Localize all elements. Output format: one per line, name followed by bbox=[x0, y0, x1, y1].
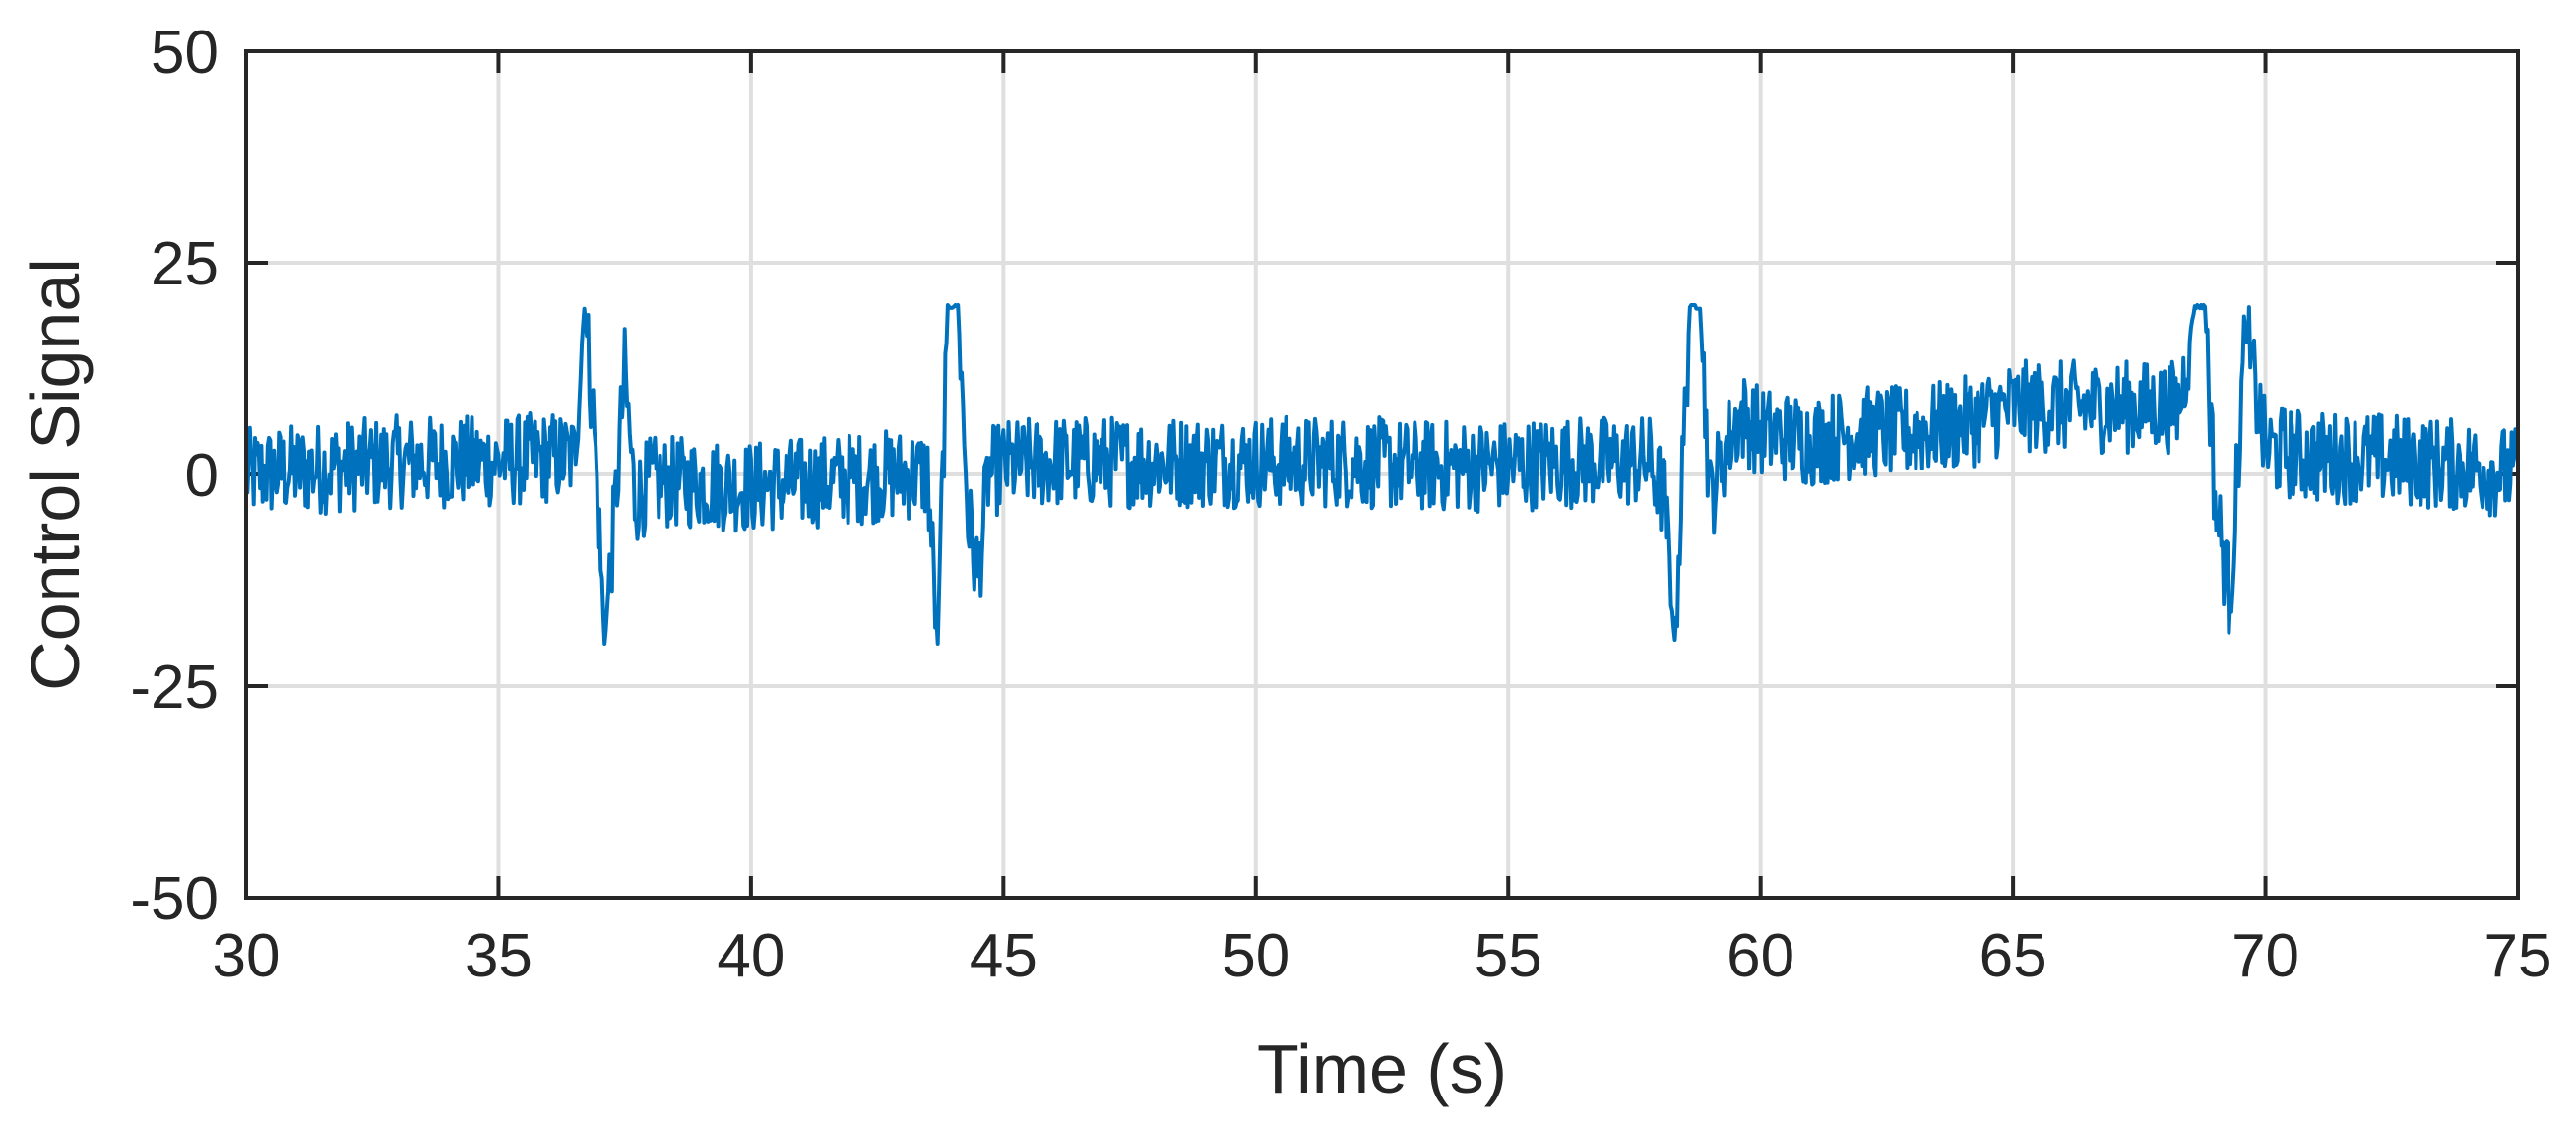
y-tick-label: -25 bbox=[130, 654, 219, 721]
x-axis-label: Time (s) bbox=[1257, 1031, 1507, 1107]
x-tick-label: 30 bbox=[213, 922, 281, 990]
y-axis-label: Control Signal bbox=[17, 258, 94, 691]
series-group bbox=[246, 303, 2518, 646]
grid bbox=[246, 51, 2518, 898]
x-tick-label: 70 bbox=[2231, 922, 2299, 990]
y-tick-label: 25 bbox=[151, 230, 219, 298]
y-tick-label: -50 bbox=[130, 865, 219, 933]
x-tick-label: 55 bbox=[1475, 922, 1542, 990]
y-tick-label: 50 bbox=[151, 19, 219, 87]
series-line-0 bbox=[246, 303, 2518, 646]
x-tick-label: 75 bbox=[2484, 922, 2552, 990]
y-tick-label: 0 bbox=[185, 442, 219, 510]
x-tick-label: 60 bbox=[1727, 922, 1794, 990]
plot-frame bbox=[244, 49, 2520, 900]
x-tick-labels: 30 35 40 45 50 55 60 65 70 75 bbox=[213, 922, 2552, 990]
x-tick-label: 45 bbox=[970, 922, 1037, 990]
x-tick-label: 65 bbox=[1979, 922, 2047, 990]
x-tick-label: 50 bbox=[1222, 922, 1289, 990]
y-tick-labels: -50 -25 0 25 50 bbox=[130, 19, 219, 933]
x-tick-label: 40 bbox=[717, 922, 785, 990]
x-tick-label: 35 bbox=[465, 922, 533, 990]
